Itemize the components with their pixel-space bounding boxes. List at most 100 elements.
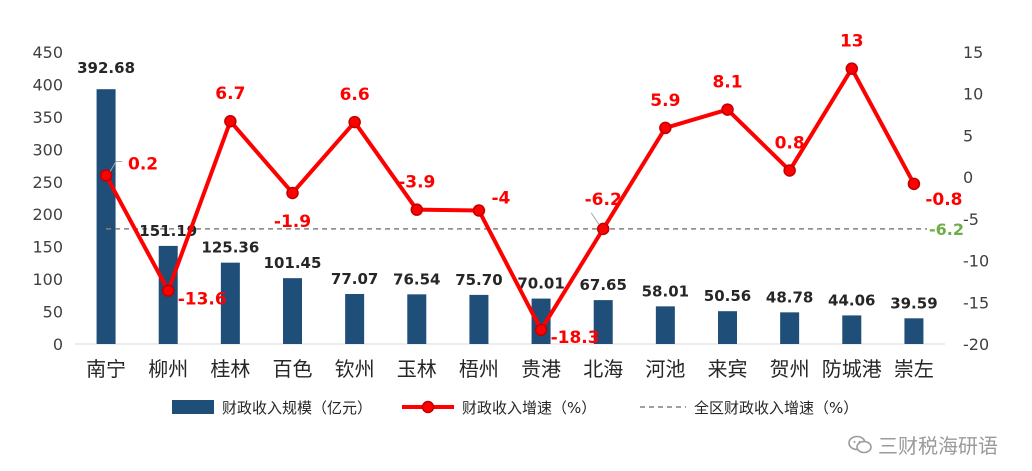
bar (655, 306, 675, 344)
growth-value-label: 13 (840, 32, 864, 52)
left-axis-tick: 150 (32, 238, 63, 257)
left-axis-tick: 100 (32, 270, 63, 289)
bar-value-label: 151.19 (139, 222, 197, 240)
bar (283, 278, 302, 344)
growth-line (104, 66, 916, 332)
growth-value-label: -18.3 (551, 328, 600, 348)
growth-value-label: -3.9 (398, 173, 435, 193)
category-label: 贺州 (770, 357, 810, 381)
bar (904, 318, 924, 344)
legend-reference-label: 全区财政收入增速（%） (694, 399, 858, 417)
left-axis-tick: 250 (32, 173, 63, 192)
right-axis-tick: -15 (963, 293, 989, 312)
growth-point (845, 62, 859, 75)
bar (780, 312, 800, 344)
wechat-icon (848, 435, 872, 453)
bar-value-label: 44.06 (828, 291, 875, 309)
right-axis-tick: -10 (963, 252, 989, 271)
category-label: 百色 (273, 357, 313, 381)
bar-value-label: 70.01 (517, 275, 564, 293)
right-axis-tick: 15 (963, 43, 983, 62)
watermark-text: 三财税海研语 (878, 434, 998, 458)
growth-value-label: 6.7 (215, 84, 245, 104)
growth-value-label: -0.8 (925, 190, 962, 210)
left-axis-tick: 0 (53, 335, 63, 354)
category-label: 梧州 (459, 357, 499, 381)
growth-point (410, 203, 424, 216)
bar-value-label: 50.56 (704, 287, 751, 305)
growth-value-label: 5.9 (650, 91, 680, 111)
label-leader-line (590, 212, 600, 226)
right-axis-tick: 10 (963, 85, 983, 104)
category-label: 河池 (645, 357, 685, 381)
growth-point (596, 222, 610, 236)
legend-bar-label: 财政收入规模（亿元） (222, 399, 372, 417)
category-label: 桂林 (210, 357, 250, 381)
category-label: 南宁 (86, 357, 126, 381)
growth-point (472, 204, 486, 217)
category-label: 钦州 (335, 357, 375, 381)
growth-value-label: -1.9 (274, 212, 311, 232)
growth-point (534, 323, 548, 337)
bar (96, 89, 116, 345)
left-axis-tick: 300 (32, 140, 63, 159)
right-axis-tick: -5 (963, 210, 979, 229)
growth-value-label: 0.8 (775, 133, 805, 153)
legend-line-marker (421, 400, 435, 414)
bar (718, 311, 737, 344)
category-label: 北海 (583, 357, 623, 381)
growth-point (721, 103, 734, 116)
category-label: 来宾 (708, 357, 748, 381)
growth-point (783, 164, 796, 177)
bar (345, 293, 365, 344)
bar (220, 262, 240, 344)
growth-value-label: -6.2 (585, 190, 622, 210)
watermark: 三财税海研语 (848, 430, 998, 459)
growth-point (99, 169, 113, 182)
left-axis-tick: 200 (32, 205, 63, 224)
growth-point (907, 177, 921, 191)
growth-point (161, 284, 175, 297)
category-label: 崇左 (894, 357, 934, 381)
growth-value-label: -13.6 (178, 290, 227, 310)
label-leader-line (109, 160, 123, 172)
category-label: 贵港 (521, 357, 561, 381)
bar-value-label: 48.78 (766, 288, 813, 306)
bar-value-label: 392.68 (77, 59, 135, 77)
growth-point (659, 121, 672, 135)
category-label: 玉林 (397, 357, 437, 381)
growth-value-label: 6.6 (340, 85, 370, 105)
right-axis-tick: 0 (963, 168, 973, 187)
reference-label: -6.2 (929, 220, 964, 239)
legend-line-label: 财政收入增速（%） (462, 399, 596, 417)
left-axis-tick: 450 (32, 43, 63, 62)
bar-value-label: 76.54 (393, 270, 440, 288)
growth-point (286, 186, 299, 200)
bar-value-label: 101.45 (264, 254, 322, 272)
right-axis-tick: -20 (963, 335, 989, 354)
right-axis-tick: 5 (963, 126, 973, 145)
bar (469, 294, 489, 344)
growth-point (224, 114, 237, 128)
bar-value-label: 58.01 (642, 282, 689, 300)
growth-value-label: 0.2 (128, 154, 158, 174)
category-label: 柳州 (148, 357, 188, 381)
bar (593, 300, 613, 344)
bar (407, 294, 427, 344)
category-label: 防城港 (822, 357, 882, 381)
left-axis-tick: 50 (43, 303, 63, 322)
bar-value-label: 75.70 (455, 271, 502, 289)
bar-value-label: 125.36 (201, 239, 259, 257)
growth-value-label: 8.1 (712, 73, 742, 93)
growth-value-label: -4 (491, 189, 510, 209)
bar-value-label: 67.65 (579, 276, 626, 294)
bar (842, 315, 862, 344)
legend-bar-swatch (172, 400, 214, 414)
left-axis-tick: 400 (32, 75, 63, 94)
growth-point (348, 115, 361, 129)
bar-value-label: 39.59 (890, 294, 937, 312)
bar-value-label: 77.07 (331, 270, 378, 288)
left-axis-tick: 350 (32, 108, 63, 127)
